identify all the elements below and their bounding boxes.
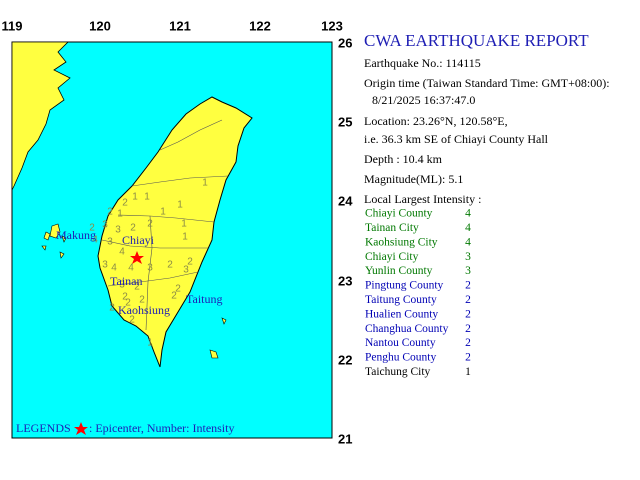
place-label: Kaohsiung <box>118 303 170 317</box>
report-line: Origin time (Taiwan Standard Time: GMT+0… <box>364 76 610 90</box>
station-intensity: 2 <box>122 292 128 303</box>
station-intensity: 3 <box>102 220 108 231</box>
epicenter-star <box>130 251 144 264</box>
lon-label: 123 <box>321 18 343 33</box>
intensity-value: 2 <box>465 337 471 349</box>
lon-labels: 119 120 121 122 123 <box>2 18 343 33</box>
place-label: Tainan <box>110 274 142 288</box>
intensity-place: Chiayi County <box>365 208 433 220</box>
station-intensity: 2 <box>139 295 145 306</box>
intensity-place: Chiayi City <box>365 251 419 263</box>
station-intensity: 2 <box>147 219 153 230</box>
station-intensity: 2 <box>134 282 140 293</box>
legend-star <box>74 422 88 435</box>
station-intensity: 2 <box>130 223 136 234</box>
station-intensity: 4 <box>119 247 125 258</box>
station-intensity: 1 <box>182 232 188 243</box>
station-intensity: 1 <box>202 178 208 189</box>
station-intensity: 2 <box>89 223 95 234</box>
station-intensity: 2 <box>167 260 173 271</box>
lat-label: 25 <box>338 114 352 129</box>
station-intensity: 1 <box>144 192 150 203</box>
intensity-place: Pingtung County <box>365 280 444 292</box>
station-intensity: 3 <box>119 280 125 291</box>
station-intensity: 2 <box>129 315 135 326</box>
map: 119 120 121 122 123 26 25 24 23 22 21 11… <box>2 18 354 446</box>
intensity-place: Penghu County <box>365 352 436 364</box>
legend-title: LEGENDS <box>16 421 71 435</box>
station-intensity: 3 <box>147 263 153 274</box>
intensity-value: 2 <box>465 280 471 292</box>
station-intensity: 1 <box>160 207 166 218</box>
lat-label: 21 <box>338 431 352 446</box>
report-title: CWA EARTHQUAKE REPORT <box>364 31 589 50</box>
lat-label: 26 <box>338 35 352 50</box>
station-intensity: 2 <box>122 198 128 209</box>
station-intensity: 2 <box>187 257 193 268</box>
place-label: Makung <box>56 228 96 242</box>
station-intensity: 3 <box>102 260 108 271</box>
station-intensity: 4 <box>111 263 117 274</box>
station-intensity: 2 <box>107 207 113 218</box>
taiwan <box>97 96 253 368</box>
report-line: Depth : 10.4 km <box>364 152 443 166</box>
station-intensity: 2 <box>125 298 131 309</box>
intensity-place: Kaohsiung City <box>365 236 438 248</box>
station-intensity: 3 <box>183 265 189 276</box>
intensity-value: 1 <box>465 366 471 378</box>
lon-label: 120 <box>89 18 111 33</box>
intensity-place: Taichung City <box>365 366 431 378</box>
intensity-value: 2 <box>465 323 471 335</box>
station-intensity: 1 <box>147 338 153 349</box>
station-intensity: 1 <box>181 219 187 230</box>
mainland-coast <box>11 41 71 191</box>
station-intensity: 3 <box>115 225 121 236</box>
intensity-value: 2 <box>465 352 471 364</box>
station-intensity: 4 <box>128 263 134 274</box>
place-labels: Makung Chiayi Tainan Kaohsiung Taitung <box>56 228 223 317</box>
intensity-place: Taitung County <box>365 294 437 306</box>
intensity-place: Nantou County <box>365 337 436 349</box>
lon-label: 122 <box>249 18 271 33</box>
report-panel: CWA EARTHQUAKE REPORT Earthquake No.: 11… <box>364 31 610 378</box>
intensity-value: 4 <box>465 236 471 248</box>
report-line: 8/21/2025 16:37:47.0 <box>372 93 475 107</box>
lat-labels: 26 25 24 23 22 21 <box>338 35 353 446</box>
intensity-value: 2 <box>465 308 471 320</box>
intensity-value: 3 <box>465 265 471 277</box>
lat-label: 23 <box>338 273 352 288</box>
station-intensity: 1 <box>132 192 138 203</box>
report-line: i.e. 36.3 km SE of Chiayi County Hall <box>364 132 549 146</box>
intensity-value: 4 <box>465 208 471 220</box>
station-intensity: 4 <box>92 235 98 246</box>
station-intensity: 2 <box>171 291 177 302</box>
lon-label: 121 <box>169 18 191 33</box>
report-line: Magnitude(ML): 5.1 <box>364 172 463 186</box>
station-intensity: 3 <box>107 237 113 248</box>
station-intensity: 2 <box>109 303 115 314</box>
place-label: Taitung <box>186 292 223 306</box>
report-line: Location: 23.26°N, 120.58°E, <box>364 114 508 128</box>
intensity-value: 4 <box>465 222 471 234</box>
station-intensity: 1 <box>177 200 183 211</box>
islands <box>41 223 227 359</box>
lat-label: 24 <box>338 193 353 208</box>
lon-label: 119 <box>2 18 23 33</box>
report-line: Earthquake No.: 114115 <box>364 56 481 70</box>
station-intensity: 2 <box>175 284 181 295</box>
place-label: Chiayi <box>122 233 155 247</box>
intensity-place: Yunlin County <box>365 265 433 277</box>
intensity-value: 2 <box>465 294 471 306</box>
station-intensity: 1 <box>117 209 123 220</box>
intensity-place: Tainan City <box>365 222 419 234</box>
intensity-place: Changhua County <box>365 323 449 335</box>
legend-text: : Epicenter, Number: Intensity <box>89 421 234 435</box>
intensity-heading: Local Largest Intensity : <box>364 192 481 206</box>
county-borders <box>101 119 229 331</box>
intensity-place: Hualien County <box>365 308 438 320</box>
lat-label: 22 <box>338 352 352 367</box>
intensity-value: 3 <box>465 251 471 263</box>
